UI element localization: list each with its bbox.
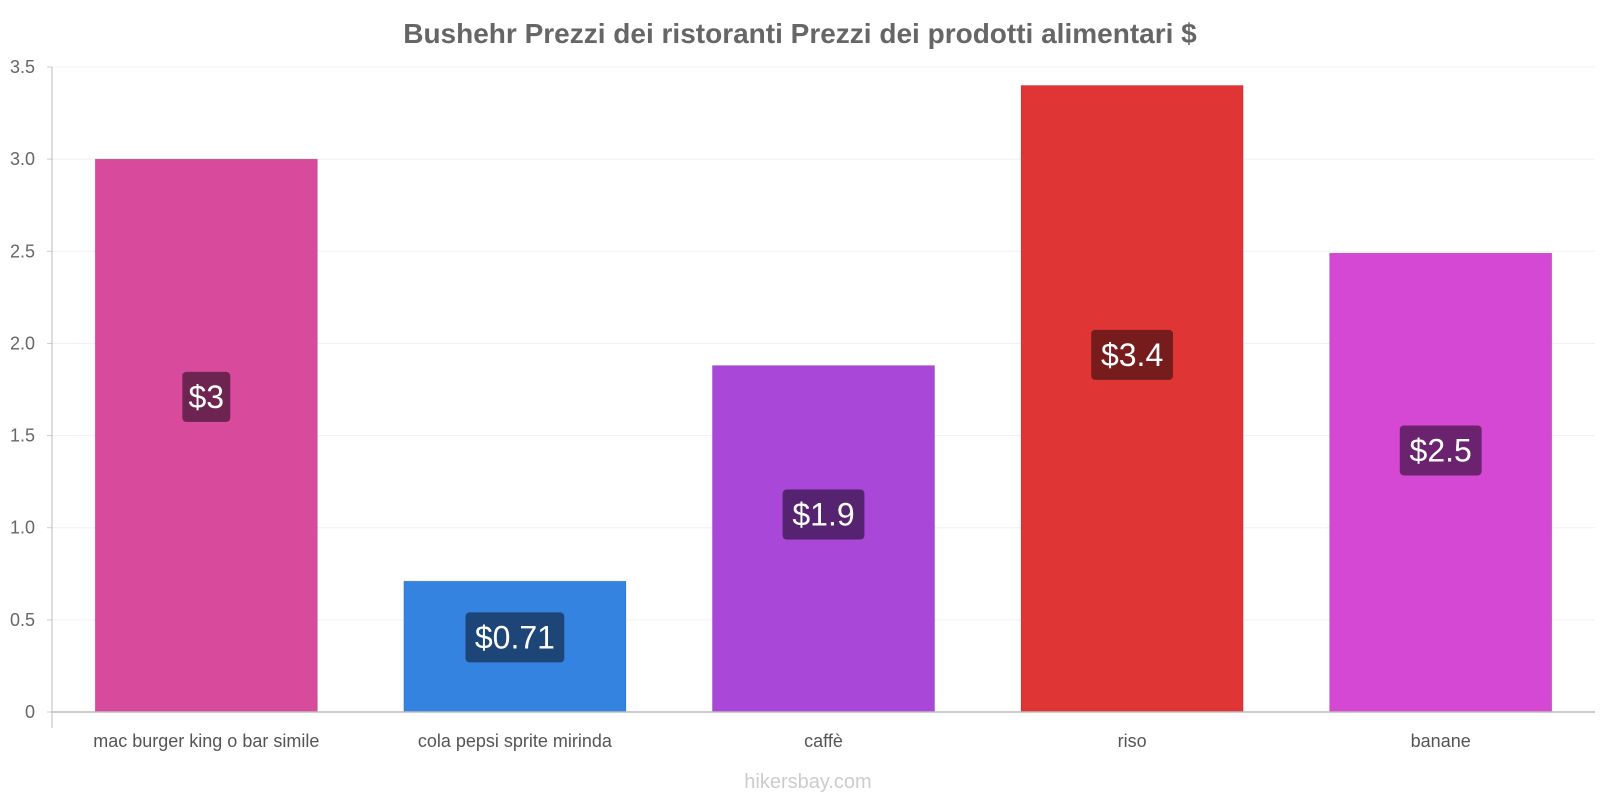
y-tick-label: 2.5 — [10, 241, 35, 261]
data-label-box — [1091, 329, 1174, 380]
data-label: $1.9 — [792, 497, 854, 533]
data-label: $3.4 — [1101, 337, 1163, 373]
y-tick-label: 2.0 — [10, 333, 35, 353]
y-tick-label: 3.0 — [10, 149, 35, 169]
data-label-box — [782, 489, 865, 540]
y-tick-label: 1.0 — [10, 518, 35, 538]
y-tick-label: 3.5 — [10, 57, 35, 77]
x-tick-label: riso — [1118, 731, 1147, 751]
y-tick-label: 0.5 — [10, 610, 35, 630]
data-label-box — [465, 612, 565, 663]
data-label-box — [1399, 425, 1482, 476]
watermark: hikersbay.com — [744, 771, 871, 793]
x-tick-label: cola pepsi sprite mirinda — [418, 731, 613, 751]
y-axis: 0 0.5 1.0 1.5 2.0 2.5 3.0 3.5 — [10, 57, 53, 728]
data-label-box — [182, 371, 231, 422]
data-label: $0.71 — [475, 619, 555, 655]
y-tick-label: 0 — [25, 702, 35, 722]
data-labels: $3 $0.71 $1.9 $3.4 $2.5 — [182, 329, 1482, 663]
bars — [94, 84, 1553, 713]
bar — [1329, 252, 1553, 713]
data-label: $2.5 — [1410, 432, 1472, 468]
x-tick-label: mac burger king o bar simile — [93, 731, 319, 751]
bar — [1020, 84, 1244, 713]
chart-title: Bushehr Prezzi dei ristoranti Prezzi dei… — [403, 18, 1197, 49]
y-tick-label: 1.5 — [10, 426, 35, 446]
data-label: $3 — [189, 379, 225, 415]
x-tick-label: banane — [1411, 731, 1471, 751]
bar — [94, 158, 318, 713]
x-tick-label: caffè — [804, 731, 843, 751]
x-axis: mac burger king o bar simile cola pepsi s… — [52, 711, 1595, 751]
